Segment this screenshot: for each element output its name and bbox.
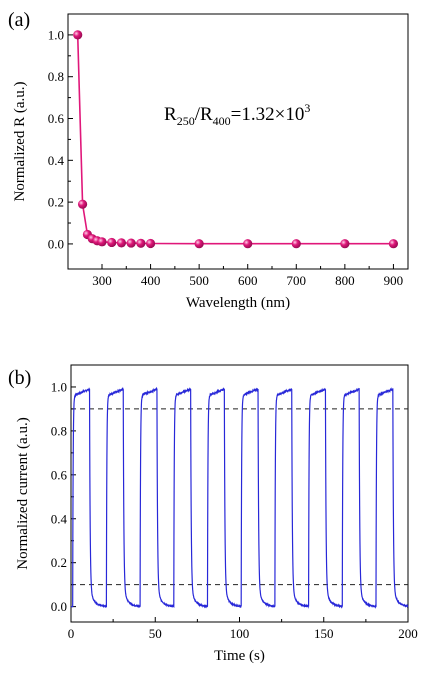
- b-x-tick-label: 0: [68, 626, 75, 641]
- panel-a-data-point: [340, 239, 350, 249]
- panel-b-current-curve: [71, 386, 409, 610]
- panel-a-points: [73, 30, 399, 249]
- a-y-tick-label: 0.0: [48, 236, 64, 251]
- panel-a-data-point: [388, 239, 399, 249]
- a-x-tick-label: 700: [287, 273, 307, 288]
- panel-a-data-point: [107, 237, 117, 248]
- panel-a-data-point: [116, 238, 127, 248]
- panel-a-ticks: 300 400 500 600 700 800 900 0.0 0.2 0.4 0.6 0.8 1.0: [48, 27, 403, 288]
- panel-b-y-axis-title: Normalized current (a.u.): [15, 417, 31, 569]
- a-y-tick-label: 0.2: [48, 195, 64, 210]
- panel-a-label: (a): [8, 9, 30, 31]
- b-x-tick-label: 100: [230, 626, 250, 641]
- b-y-tick-label: 0.4: [51, 511, 68, 526]
- annotation-sub-250: 250: [177, 114, 195, 128]
- a-y-tick-label: 0.4: [48, 153, 65, 168]
- a-y-tick-label: 0.8: [48, 69, 64, 84]
- panel-a-data-point: [243, 239, 253, 249]
- b-y-tick-label: 1.0: [51, 379, 67, 394]
- panel-a-series: [76, 34, 394, 245]
- b-x-tick-label: 150: [314, 626, 334, 641]
- panel-a-data-point: [126, 238, 136, 248]
- a-y-tick-label: 0.6: [48, 111, 65, 126]
- annotation-sub-400: 400: [213, 114, 231, 128]
- a-x-tick-label: 400: [141, 273, 161, 288]
- annotation-superscript: 3: [304, 101, 310, 115]
- panel-a-frame: [67, 13, 409, 270]
- b-y-tick-label: 0.2: [51, 555, 67, 570]
- annotation-slash-r: /R: [195, 104, 213, 125]
- panel-a: (a) 300 400 500 600 700 800 900 0.0 0.2 0.4 0.6 0.8…: [8, 9, 409, 311]
- panel-a-data-point: [194, 239, 204, 249]
- annotation-equals: =1.32×10: [231, 104, 305, 125]
- a-x-tick-label: 800: [335, 273, 355, 288]
- panel-a-data-point: [136, 238, 146, 248]
- b-x-tick-label: 200: [398, 626, 418, 641]
- a-x-tick-label: 300: [92, 273, 112, 288]
- a-y-tick-label: 1.0: [48, 27, 64, 42]
- b-x-tick-label: 50: [149, 626, 162, 641]
- b-y-tick-label: 0.8: [51, 423, 67, 438]
- panel-a-data-point: [97, 237, 107, 247]
- panel-a-data-point: [291, 239, 301, 249]
- panel-a-data-point: [77, 199, 88, 209]
- panel-b-x-axis-title: Time (s): [214, 648, 265, 664]
- panel-a-data-point: [145, 238, 156, 249]
- b-y-tick-label: 0.0: [51, 599, 67, 614]
- panel-b-label: (b): [8, 367, 31, 389]
- panel-a-x-axis-title: Wavelength (nm): [186, 295, 290, 311]
- panel-a-y-axis-title: Normalized R (a.u.): [12, 82, 28, 202]
- panel-a-data-point: [73, 30, 83, 40]
- a-x-tick-label: 600: [238, 273, 258, 288]
- panel-b-frame: [70, 364, 409, 623]
- panel-a-series-line: [76, 34, 394, 245]
- b-y-tick-label: 0.6: [51, 467, 68, 482]
- annotation-r: R: [164, 104, 177, 125]
- a-x-tick-label: 900: [384, 273, 404, 288]
- panel-b: (b) 0 50 100 150 200 0.0 0.2 0.4 0.6 0.8 1.0 Time …: [8, 364, 418, 664]
- panel-a-annotation: R250/R400=1.32×103: [164, 101, 310, 128]
- panel-b-reference-lines: [71, 408, 408, 586]
- panel-b-ticks: 0 50 100 150 200 0.0 0.2 0.4 0.6 0.8 1.0: [51, 379, 418, 641]
- a-x-tick-label: 500: [189, 273, 209, 288]
